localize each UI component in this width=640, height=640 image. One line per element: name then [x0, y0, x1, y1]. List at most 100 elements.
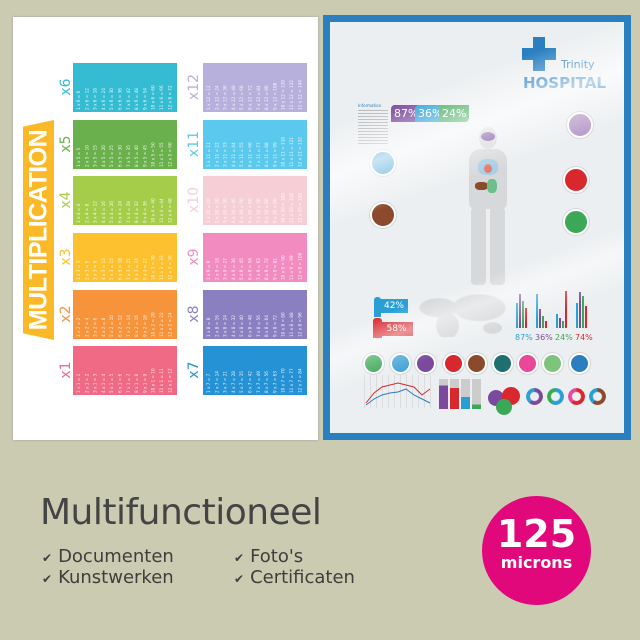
times-table-lines: 1 x 12 = 12 2 x 12 = 24 3 x 12 = 36 4 x …: [206, 79, 303, 110]
bar: [559, 317, 561, 328]
check-icon: ✔: [42, 572, 53, 586]
bar: [545, 321, 547, 328]
times-table-card-9: 1 x 9 = 9 2 x 9 = 18 3 x 9 = 27 4 x 9 = …: [203, 233, 307, 282]
times-table-label: x10: [186, 186, 202, 214]
bar: [562, 321, 564, 328]
times-table-card-4: 1 x 4 = 4 2 x 4 = 8 3 x 4 = 12 4 x 4 = 1…: [73, 176, 177, 225]
times-table-label: x11: [186, 130, 202, 158]
feature-item: ✔ Certificaten: [234, 567, 355, 588]
times-table-card-3: 1 x 3 = 3 2 x 3 = 6 3 x 3 = 9 4 x 3 = 12…: [73, 233, 177, 282]
times-table-label: x1: [58, 361, 74, 379]
liver-icon: [370, 202, 396, 228]
brain-icon: [567, 112, 593, 138]
times-table-card-1: 1 x 1 = 1 2 x 1 = 2 3 x 1 = 3 4 x 1 = 4 …: [73, 346, 177, 395]
times-table-lines: 1 x 3 = 3 2 x 3 = 6 3 x 3 = 9 4 x 3 = 12…: [76, 254, 173, 280]
check-icon: ✔: [234, 572, 245, 586]
stomach-icon: [363, 353, 384, 374]
times-table-lines: 1 x 8 = 8 2 x 8 = 16 3 x 8 = 24 4 x 8 = …: [206, 311, 303, 337]
times-table-label: x6: [58, 78, 74, 96]
multiplication-banner: MULTIPLICATION: [23, 120, 54, 340]
bar: [556, 314, 558, 328]
bar: [536, 294, 538, 328]
times-table-lines: 1 x 11 = 11 2 x 11 = 22 3 x 11 = 33 4 x …: [206, 136, 303, 167]
hospital-name-line2: HOSPITAL: [523, 74, 606, 92]
apple-icon: [569, 353, 590, 374]
times-table-label: x3: [58, 248, 74, 266]
thickness-badge: 125 microns: [482, 496, 591, 605]
hospital-poster: Trinity HOSPITAL Information 87% 36% 24%…: [330, 22, 624, 433]
bar: [516, 302, 518, 328]
human-body-silhouette: [465, 127, 511, 287]
medical-cross-icon: [522, 37, 556, 71]
lungs-icon: [370, 150, 396, 176]
donut-chart: [589, 388, 606, 405]
times-table-label: x9: [186, 248, 202, 266]
donut-chart: [526, 388, 543, 405]
times-table-card-11: 1 x 11 = 11 2 x 11 = 22 3 x 11 = 33 4 x …: [203, 120, 307, 169]
liver-icon: [466, 353, 487, 374]
times-table-card-7: 1 x 7 = 7 2 x 7 = 14 3 x 7 = 21 4 x 7 = …: [203, 346, 307, 395]
stat-box: 24%: [439, 105, 470, 122]
bar: [565, 290, 567, 328]
bar-group-label: 36%: [535, 333, 553, 342]
donut-chart: [547, 388, 564, 405]
lungs-icon: [390, 353, 411, 374]
check-icon: ✔: [234, 551, 245, 565]
line-chart: [364, 375, 434, 408]
feature-item: ✔ Documenten: [42, 546, 174, 567]
feature-item: ✔ Kunstwerken: [42, 567, 174, 588]
bar: [582, 295, 584, 328]
badge-unit: microns: [500, 553, 573, 572]
heart-icon: [443, 353, 464, 374]
bar: [539, 309, 541, 328]
times-table-card-5: 1 x 5 = 5 2 x 5 = 10 3 x 5 = 15 4 x 5 = …: [73, 120, 177, 169]
times-table-label: x4: [58, 191, 74, 209]
bar: [542, 316, 544, 328]
badge-number: 125: [496, 512, 577, 556]
times-table-lines: 1 x 10 = 10 2 x 10 = 20 3 x 10 = 30 4 x …: [206, 192, 303, 223]
times-table-lines: 1 x 5 = 5 2 x 5 = 10 3 x 5 = 15 4 x 5 = …: [76, 141, 173, 167]
times-table-card-6: 1 x 6 = 6 2 x 6 = 12 3 x 6 = 18 4 x 6 = …: [73, 63, 177, 112]
feature-item: ✔ Foto's: [234, 546, 304, 567]
times-table-label: x7: [186, 361, 202, 379]
times-table-lines: 1 x 1 = 1 2 x 1 = 2 3 x 1 = 3 4 x 1 = 4 …: [76, 367, 173, 393]
info-text: [358, 110, 388, 145]
stomach-icon: [563, 209, 589, 235]
hospital-poster-frame: Trinity HOSPITAL Information 87% 36% 24%…: [323, 15, 631, 440]
brain-icon: [415, 353, 436, 374]
tooth-icon: [492, 353, 513, 374]
times-table-card-10: 1 x 10 = 10 2 x 10 = 20 3 x 10 = 30 4 x …: [203, 176, 307, 225]
sleep-icon: [542, 353, 563, 374]
world-map: [416, 292, 506, 337]
times-table-lines: 1 x 9 = 9 2 x 9 = 18 3 x 9 = 27 4 x 9 = …: [206, 252, 303, 280]
times-table-lines: 1 x 7 = 7 2 x 7 = 14 3 x 7 = 21 4 x 7 = …: [206, 367, 303, 393]
bar: [519, 294, 521, 328]
bar: [585, 305, 587, 328]
bar: [522, 300, 524, 328]
times-table-label: x2: [58, 305, 74, 323]
stacked-bar-chart: [439, 379, 481, 409]
check-icon: ✔: [42, 551, 53, 565]
times-table-lines: 1 x 2 = 2 2 x 2 = 4 3 x 2 = 6 4 x 2 = 8 …: [76, 311, 173, 337]
times-table-lines: 1 x 4 = 4 2 x 4 = 8 3 x 4 = 12 4 x 4 = 1…: [76, 197, 173, 223]
heart-icon: [563, 167, 589, 193]
multiplication-title: MULTIPLICATION: [24, 129, 52, 331]
male-percentage: 42%: [380, 299, 408, 313]
times-table-card-8: 1 x 8 = 8 2 x 8 = 16 3 x 8 = 24 4 x 8 = …: [203, 290, 307, 339]
times-table-label: x5: [58, 135, 74, 153]
donut-chart: [568, 388, 585, 405]
bar-group-label: 87%: [515, 333, 533, 342]
product-title: Multifunctioneel: [40, 492, 322, 533]
times-table-card-2: 1 x 2 = 2 2 x 2 = 4 3 x 2 = 6 4 x 2 = 8 …: [73, 290, 177, 339]
venn-diagram: [488, 387, 528, 417]
times-table-card-12: 1 x 12 = 12 2 x 12 = 24 3 x 12 = 36 4 x …: [203, 63, 307, 112]
info-heading: Information: [358, 103, 382, 108]
bar: [525, 307, 527, 328]
bar-chart-group: 87% 36% 24% 74%: [515, 287, 596, 342]
hospital-name-line1: Trinity: [561, 58, 595, 71]
bar-group-label: 74%: [575, 333, 593, 342]
bar: [576, 302, 578, 328]
bar: [579, 292, 581, 328]
times-table-label: x12: [186, 73, 202, 101]
times-table-lines: 1 x 6 = 6 2 x 6 = 12 3 x 6 = 18 4 x 6 = …: [76, 84, 173, 110]
